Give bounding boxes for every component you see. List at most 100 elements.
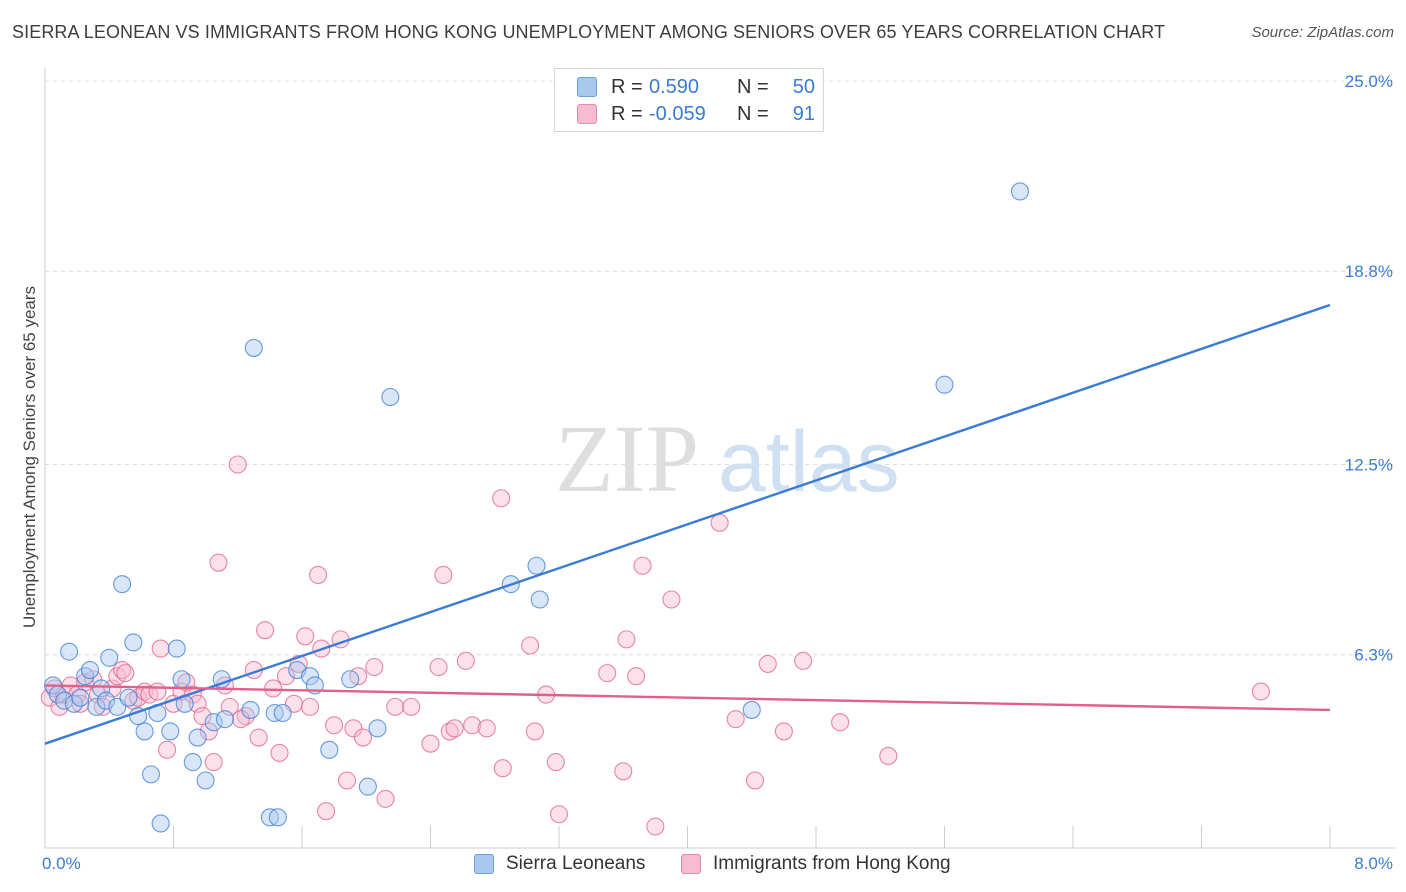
sierra-leonean-point xyxy=(742,700,761,719)
hong-kong-point xyxy=(477,719,496,738)
sierra-leonean-point xyxy=(119,688,138,707)
sierra-leonean-point xyxy=(1010,182,1030,201)
watermark-zip: ZIP xyxy=(555,405,699,512)
sierra-leonean-point xyxy=(300,667,320,686)
hong-kong-point xyxy=(113,661,132,680)
hong-kong-point xyxy=(209,553,228,572)
hong-kong-point xyxy=(228,455,247,474)
sierra-leonean-point xyxy=(71,688,90,707)
sierra-leonean-point xyxy=(141,765,161,784)
watermark: ZIP atlas xyxy=(555,405,900,512)
hong-kong-point xyxy=(421,734,440,753)
sierra-leonean-point xyxy=(368,719,387,738)
sierra-leonean-point xyxy=(183,753,202,772)
legend-hong-kong-swatch xyxy=(681,854,701,874)
hong-kong-point xyxy=(646,817,665,836)
hong-kong-point xyxy=(493,759,512,778)
hong-kong-point xyxy=(456,651,475,670)
sierra-leonean-point xyxy=(167,639,186,658)
gridlines xyxy=(45,80,1395,656)
n-value: 91 xyxy=(792,102,815,125)
sierra-leonean-point xyxy=(530,590,549,609)
hong-kong-point xyxy=(116,664,135,683)
hong-kong-point xyxy=(627,667,646,686)
hong-kong-point xyxy=(549,805,569,824)
hong-kong-point xyxy=(204,753,223,772)
n-value: 50 xyxy=(792,75,815,98)
sierra-leonean-point xyxy=(100,648,119,667)
hong-kong-point xyxy=(1251,682,1270,701)
sierra-leonean-point xyxy=(273,703,292,723)
sierra-leonean-point xyxy=(268,808,287,827)
y-tick-label: 12.5% xyxy=(1345,456,1393,475)
y-tick-label: 25.0% xyxy=(1345,72,1393,91)
x-tick-labels: 0.0% 8.0% xyxy=(42,854,1393,873)
source-label: Source: ZipAtlas.com xyxy=(1251,24,1394,41)
hong-kong-point xyxy=(386,697,405,716)
r-label: R = xyxy=(611,102,643,125)
r-label: R = xyxy=(611,75,643,98)
y-tick-labels: 6.3% 12.5% 18.8% 25.0% xyxy=(1345,72,1393,665)
sierra-leonean-point xyxy=(172,670,191,689)
sierra-leonean-point xyxy=(196,771,215,790)
hong-kong-point xyxy=(774,722,793,741)
hong-kong-point xyxy=(199,722,218,741)
hong-kong-point xyxy=(270,743,289,762)
sierra-leonean-point xyxy=(204,713,223,732)
hong-kong-point xyxy=(276,667,295,686)
hong-kong-point xyxy=(617,630,636,649)
sierra-leonean-point xyxy=(135,722,154,741)
stats-row-sierra-leonean: R = 0.590 N = 50 xyxy=(577,73,815,101)
hong-kong-point xyxy=(879,746,898,766)
n-label: N = xyxy=(737,102,769,125)
sierra-leonean-point xyxy=(96,691,116,710)
sierra-leonean-point xyxy=(188,728,207,747)
sierra-leonean-point xyxy=(241,700,260,719)
sierra-leonean-point xyxy=(381,387,400,407)
hong-kong-point xyxy=(726,710,745,729)
correlation-stats-box: R = 0.590 N = 50 R = -0.059 N = 91 xyxy=(554,68,824,132)
hong-kong-point xyxy=(492,489,511,508)
sierra-leonean-point xyxy=(129,707,148,726)
sierra-leonean-point xyxy=(87,697,106,716)
sierra-leonean-point xyxy=(935,375,954,394)
hong-kong-point xyxy=(463,716,482,735)
x-tick-label: 8.0% xyxy=(1354,854,1393,873)
sierra-leonean-point xyxy=(527,556,546,575)
hong-kong-point xyxy=(758,654,777,673)
sierra-leonean-point xyxy=(320,740,339,759)
chart-title: SIERRA LEONEAN VS IMMIGRANTS FROM HONG K… xyxy=(12,22,1166,42)
series-hong-kong-points xyxy=(40,455,1270,836)
sierra-leonean-point xyxy=(341,670,360,689)
hong-kong-point xyxy=(546,753,565,772)
hong-kong-point xyxy=(236,707,255,726)
hong-kong-point xyxy=(256,621,275,640)
hong-kong-point xyxy=(193,707,212,726)
hong-kong-point xyxy=(710,513,729,532)
hong-kong-point xyxy=(525,722,544,741)
hong-kong-point xyxy=(296,627,315,646)
legend-sierra-leoneans[interactable]: Sierra Leoneans xyxy=(474,851,645,877)
hong-kong-point xyxy=(662,590,681,609)
sierra-leonean-swatch xyxy=(577,77,597,97)
hong-kong-trend-line xyxy=(44,684,1331,712)
hong-kong-point xyxy=(429,657,448,677)
hong-kong-point xyxy=(249,728,268,747)
legend-sierra-leonean-swatch xyxy=(474,854,494,874)
hong-kong-point xyxy=(309,565,328,584)
legend-hong-kong[interactable]: Immigrants from Hong Kong xyxy=(681,851,951,877)
trend-lines xyxy=(44,303,1331,745)
hong-kong-point xyxy=(158,740,177,759)
sierra-leonean-trend-line xyxy=(44,303,1331,745)
r-value: 0.590 xyxy=(649,75,700,98)
legend-sierra-leonean-label: Sierra Leoneans xyxy=(506,853,646,874)
hong-kong-point xyxy=(231,710,251,729)
legend-hong-kong-label: Immigrants from Hong Kong xyxy=(713,853,951,874)
hong-kong-point xyxy=(317,802,336,821)
hong-kong-point xyxy=(337,771,357,790)
hong-kong-point xyxy=(831,713,850,732)
y-tick-label: 6.3% xyxy=(1354,646,1393,665)
y-tick-label: 18.8% xyxy=(1345,262,1393,281)
hong-kong-point xyxy=(353,728,373,747)
